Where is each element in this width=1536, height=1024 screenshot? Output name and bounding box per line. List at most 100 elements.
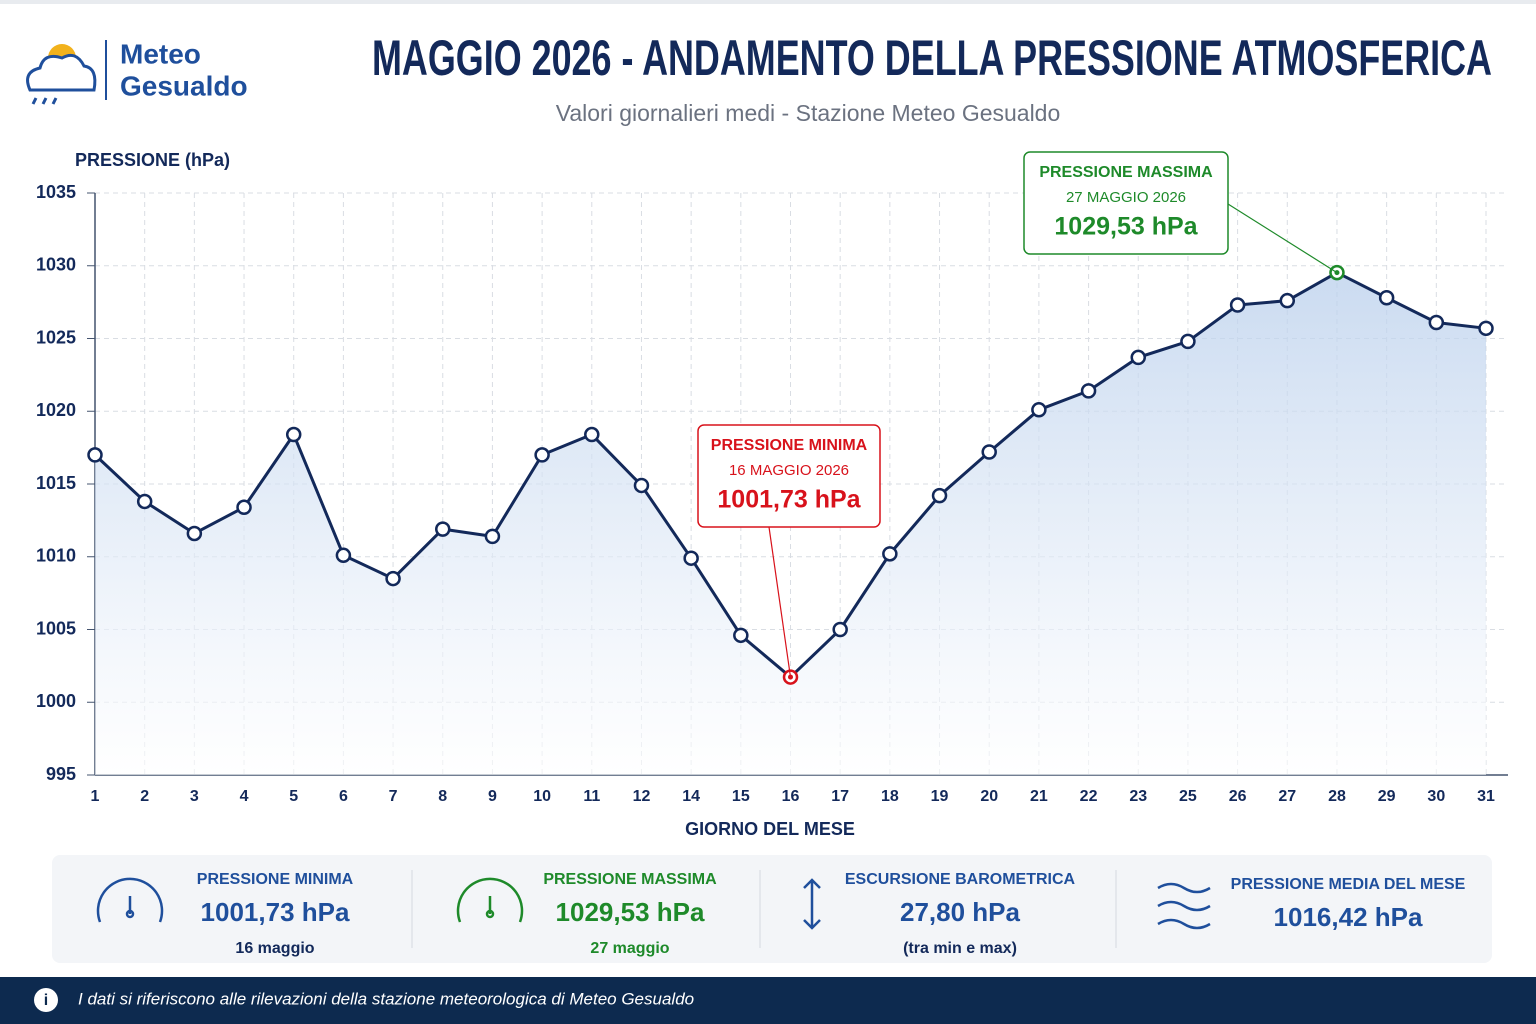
annotation-connector [1227,203,1338,274]
y-tick-label: 1020 [36,400,76,420]
x-tick-label: 26 [1229,788,1247,805]
point [1279,292,1296,309]
x-tick-label: 14 [682,788,700,805]
x-tick-label: 1 [91,788,100,805]
point [1130,349,1146,366]
x-tick-label: 12 [633,788,651,805]
x-tick-label: 2 [140,788,149,805]
x-tick-label: 22 [1080,788,1098,805]
point [285,426,302,443]
point [1229,297,1246,313]
point [733,627,749,644]
x-tick-label: 4 [240,788,249,805]
point [534,447,550,463]
area [95,272,1486,775]
x-axis-label: GIORNO DEL MESE [685,819,855,839]
point [385,570,401,587]
y-tick-label: 995 [46,764,76,784]
annotation-title: PRESSIONE MASSIMA [1039,164,1213,181]
x-tick-label: 8 [438,788,447,805]
point [981,444,997,460]
annotation-value: 1029,53 hPa [1054,213,1198,241]
x-tick-label: 16 [782,788,800,805]
x-tick-label: 25 [1179,788,1197,805]
point [1080,383,1097,399]
stat-value: 27,80 hPa [900,897,1021,927]
point [832,621,848,638]
x-tick-label: 17 [831,788,849,805]
x-tick-label: 27 [1278,788,1296,805]
x-tick-label: 30 [1427,788,1445,805]
y-tick-label: 1000 [36,691,76,711]
stat-note: 27 maggio [590,940,669,957]
annotation-box [697,424,881,528]
y-tick-label: 1005 [36,618,76,638]
annotation-date: 16 MAGGIO 2026 [729,462,849,479]
x-tick-label: 19 [931,788,949,805]
point [931,487,948,504]
info-icon [34,988,58,1012]
x-tick-label: 18 [881,788,899,805]
annotation-date: 27 MAGGIO 2026 [1066,189,1186,206]
point [683,550,699,566]
top-strip [0,0,1536,4]
annotation-value: 1001,73 hPa [717,486,861,514]
annotation-connector [768,526,792,678]
info-icon: i [44,992,48,1009]
y-tick-label: 1015 [36,473,76,493]
point [136,493,153,510]
x-tick-label: 21 [1030,788,1048,805]
y-tick-label: 1010 [36,546,76,566]
stats-panel [52,855,1492,963]
x-tick-label: 6 [339,788,348,805]
stat-note: 16 maggio [235,940,314,957]
x-tick-label: 29 [1378,788,1396,805]
stat-value: 1029,53 hPa [556,897,705,927]
point [633,477,650,494]
x-tick-label: 31 [1477,788,1495,805]
point [584,426,600,443]
x-tick-label: 10 [533,788,551,805]
annotation-box [1023,151,1229,255]
logo-text: Meteo [120,38,201,69]
annotation-title: PRESSIONE MINIMA [711,437,868,454]
point [335,547,352,564]
x-tick-label: 15 [732,788,750,805]
point [87,447,103,463]
point [236,499,252,516]
stat-value: 1016,42 hPa [1274,902,1423,932]
point [1428,314,1445,331]
y-tick-label: 1030 [36,255,76,275]
x-tick-label: 5 [289,788,298,805]
x-tick-label: 20 [980,788,998,805]
x-tick-label: 11 [583,788,600,805]
x-tick-label: 3 [190,788,199,805]
x-tick-label: 23 [1129,788,1147,805]
point [882,546,898,562]
subtitle: Valori giornalieri medi - Stazione Meteo… [556,100,1061,126]
footer-bar [0,977,1536,1024]
point [1478,320,1494,337]
x-tick-label: 7 [389,788,398,805]
y-tick-label: 1025 [36,327,76,347]
stat-value: 1001,73 hPa [201,897,350,927]
point [1378,290,1395,306]
footer-text: I dati si riferiscono alle rilevazioni d… [78,989,694,1008]
chart-title: MAGGIO 2026 - ANDAMENTO DELLA PRESSIONE … [372,30,1492,86]
point [1180,333,1196,350]
point [435,521,451,537]
y-axis-label: PRESSIONE (hPa) [75,150,230,170]
logo-text: Gesualdo [120,70,248,101]
stat-title: PRESSIONE MASSIMA [543,871,717,888]
logo [26,40,107,105]
point [1031,402,1047,418]
stat-title: ESCURSIONE BAROMETRICA [845,871,1076,888]
point [484,528,501,545]
stat-title: PRESSIONE MINIMA [197,871,354,888]
point [186,525,203,542]
stat-note: (tra min e max) [903,940,1017,957]
x-tick-label: 28 [1328,788,1346,805]
